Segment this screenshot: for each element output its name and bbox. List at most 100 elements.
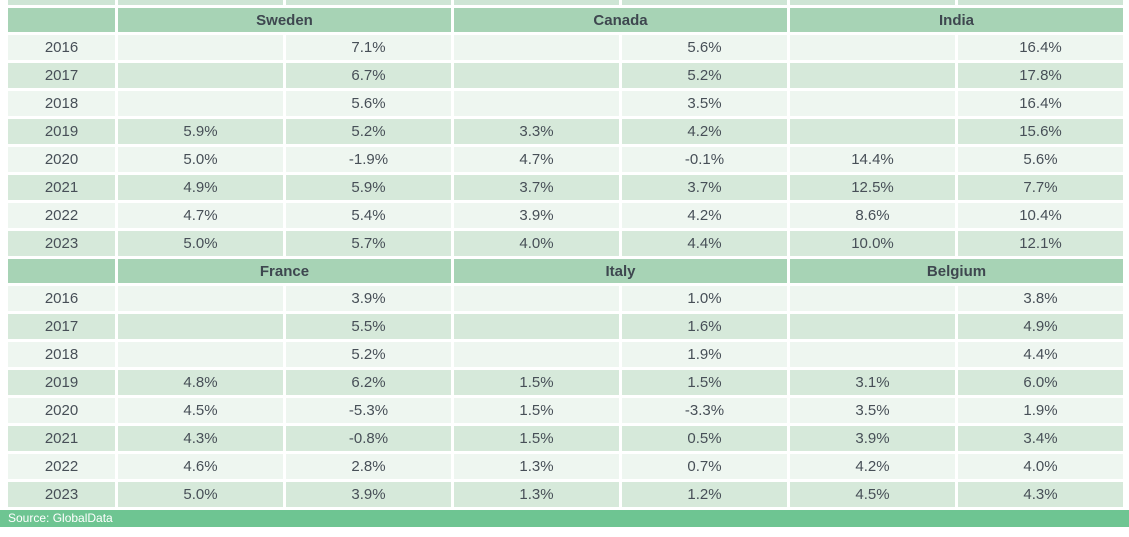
cutoff-row-cell <box>286 0 451 5</box>
year-cell: 2016 <box>8 35 115 60</box>
year-cell: 2020 <box>8 398 115 423</box>
value-cell: 5.9% <box>118 119 283 144</box>
value-cell: 4.2% <box>790 454 955 479</box>
value-cell: 3.9% <box>454 203 619 228</box>
value-cell: 8.6% <box>790 203 955 228</box>
value-cell: 12.5% <box>790 175 955 200</box>
value-cell: 4.2% <box>622 203 787 228</box>
table-row: 2018 5.2% 1.9% 4.4% <box>8 342 1123 367</box>
value-cell: 5.6% <box>286 91 451 116</box>
value-cell: 5.2% <box>622 63 787 88</box>
table-row: 2016 3.9% 1.0% 3.8% <box>8 286 1123 311</box>
value-cell: 3.9% <box>790 426 955 451</box>
value-cell: 5.4% <box>286 203 451 228</box>
value-cell: 10.4% <box>958 203 1123 228</box>
value-cell: 5.7% <box>286 231 451 256</box>
value-cell: 3.5% <box>790 398 955 423</box>
value-cell: -3.3% <box>622 398 787 423</box>
value-cell: 4.7% <box>118 203 283 228</box>
year-cell: 2017 <box>8 63 115 88</box>
value-cell: 4.3% <box>118 426 283 451</box>
value-cell: 5.9% <box>286 175 451 200</box>
value-cell <box>454 314 619 339</box>
value-cell: 4.0% <box>958 454 1123 479</box>
value-cell <box>454 286 619 311</box>
value-cell: 4.9% <box>958 314 1123 339</box>
value-cell: 3.9% <box>286 286 451 311</box>
value-cell: 5.6% <box>622 35 787 60</box>
value-cell: -5.3% <box>286 398 451 423</box>
value-cell <box>790 342 955 367</box>
value-cell: 4.5% <box>118 398 283 423</box>
value-cell: 1.3% <box>454 482 619 507</box>
value-cell: 4.8% <box>118 370 283 395</box>
value-cell <box>790 63 955 88</box>
value-cell: 1.0% <box>622 286 787 311</box>
value-cell: -0.1% <box>622 147 787 172</box>
cutoff-row-cell <box>790 0 955 5</box>
value-cell: 3.5% <box>622 91 787 116</box>
year-cell: 2019 <box>8 370 115 395</box>
table-row: 2019 5.9% 5.2% 3.3% 4.2% 15.6% <box>8 119 1123 144</box>
value-cell <box>454 342 619 367</box>
year-cell: 2016 <box>8 286 115 311</box>
table-container: Sweden Canada India 2016 7.1% 5.6% 16.4% 2017 6.… <box>8 0 1123 507</box>
table-row: 2020 5.0% -1.9% 4.7% -0.1% 14.4% 5.6% <box>8 147 1123 172</box>
source-text: Source: GlobalData <box>8 511 113 525</box>
year-cell: 2023 <box>8 231 115 256</box>
value-cell: 1.9% <box>622 342 787 367</box>
country-header-row: Sweden Canada India <box>8 8 1123 32</box>
value-cell: 6.0% <box>958 370 1123 395</box>
cutoff-row <box>8 0 1123 5</box>
value-cell: 7.7% <box>958 175 1123 200</box>
value-cell: 17.8% <box>958 63 1123 88</box>
cutoff-row-cell <box>118 0 283 5</box>
value-cell: 0.5% <box>622 426 787 451</box>
value-cell <box>118 91 283 116</box>
cutoff-row-cell <box>958 0 1123 5</box>
value-cell <box>790 91 955 116</box>
value-cell: 5.2% <box>286 119 451 144</box>
year-cell: 2022 <box>8 203 115 228</box>
value-cell: 6.7% <box>286 63 451 88</box>
table-row: 2016 7.1% 5.6% 16.4% <box>8 35 1123 60</box>
year-cell: 2019 <box>8 119 115 144</box>
table-row: 2023 5.0% 5.7% 4.0% 4.4% 10.0% 12.1% <box>8 231 1123 256</box>
value-cell: -1.9% <box>286 147 451 172</box>
value-cell: 0.7% <box>622 454 787 479</box>
year-column-header <box>8 259 115 283</box>
country-header-india: India <box>790 8 1123 32</box>
value-cell <box>118 63 283 88</box>
country-header-sweden: Sweden <box>118 8 451 32</box>
value-cell <box>454 91 619 116</box>
year-cell: 2021 <box>8 426 115 451</box>
value-cell <box>118 35 283 60</box>
value-cell: 7.1% <box>286 35 451 60</box>
table-row: 2021 4.3% -0.8% 1.5% 0.5% 3.9% 3.4% <box>8 426 1123 451</box>
value-cell: 4.0% <box>454 231 619 256</box>
value-cell: 3.9% <box>286 482 451 507</box>
table-row: 2022 4.7% 5.4% 3.9% 4.2% 8.6% 10.4% <box>8 203 1123 228</box>
value-cell <box>454 63 619 88</box>
table-row: 2017 6.7% 5.2% 17.8% <box>8 63 1123 88</box>
year-cell: 2020 <box>8 147 115 172</box>
cutoff-row-cell <box>8 0 115 5</box>
country-header-canada: Canada <box>454 8 787 32</box>
table-row: 2017 5.5% 1.6% 4.9% <box>8 314 1123 339</box>
value-cell: 4.9% <box>118 175 283 200</box>
value-cell: 1.5% <box>454 370 619 395</box>
value-cell <box>118 286 283 311</box>
value-cell: 14.4% <box>790 147 955 172</box>
cutoff-row-cell <box>622 0 787 5</box>
value-cell: 5.6% <box>958 147 1123 172</box>
value-cell: 4.2% <box>622 119 787 144</box>
value-cell: 3.1% <box>790 370 955 395</box>
value-cell <box>118 314 283 339</box>
value-cell: 5.5% <box>286 314 451 339</box>
value-cell: -0.8% <box>286 426 451 451</box>
value-cell: 4.3% <box>958 482 1123 507</box>
value-cell: 1.6% <box>622 314 787 339</box>
value-cell: 12.1% <box>958 231 1123 256</box>
value-cell: 5.0% <box>118 231 283 256</box>
value-cell: 2.8% <box>286 454 451 479</box>
